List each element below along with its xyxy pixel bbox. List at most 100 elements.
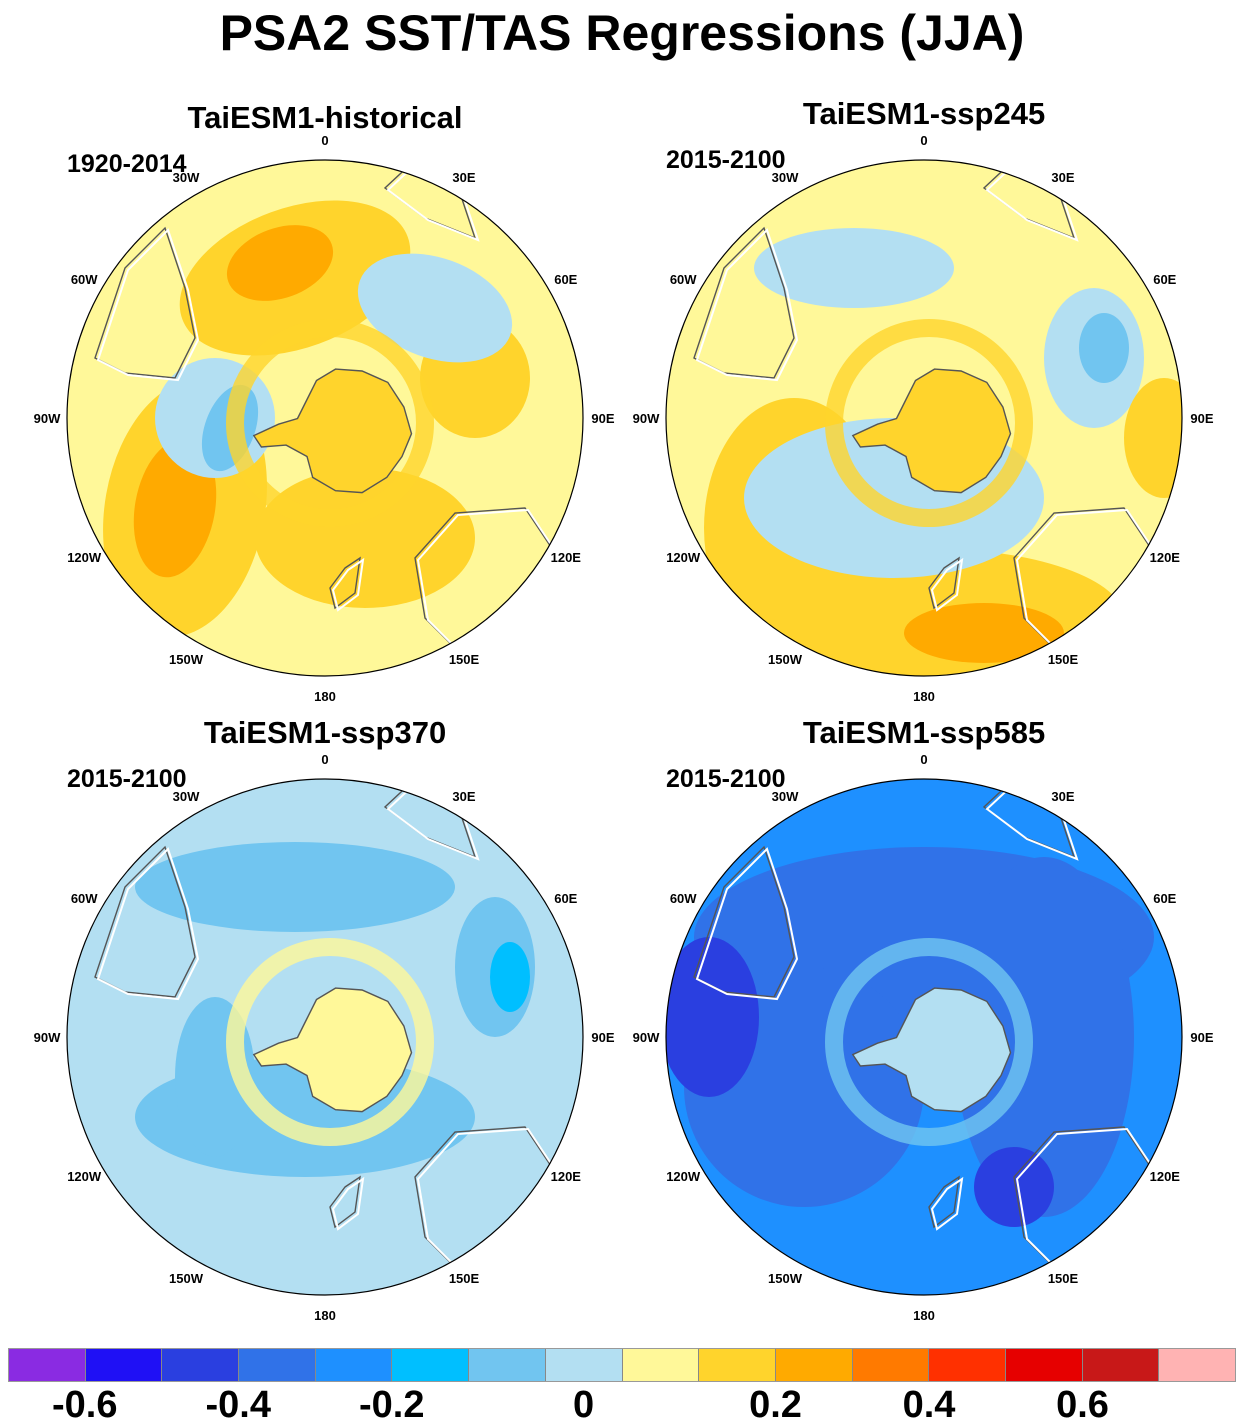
longitude-label: 30W (173, 789, 200, 804)
colorbar-tick-label: 0.4 (902, 1384, 956, 1426)
longitude-label: 30E (452, 789, 475, 804)
antarctica-outline (851, 987, 1012, 1113)
panel-title: TaiESM1-ssp245 (802, 96, 1046, 131)
polar-maps: 0 30E 60E 90E 120E 150E 180 150W 120W 90W 60W 30W 0 3… (34, 133, 1214, 1323)
new-zealand-coast-highlight (331, 1176, 365, 1231)
map-boundary (665, 159, 1183, 677)
colorbar-swatch (469, 1349, 546, 1381)
new-zealand-coast-highlight (930, 557, 964, 612)
colorbar-swatch (239, 1349, 316, 1381)
polar-map: 0 30E 60E 90E 120E 150E 180 150W 120W 90W 60W 30W (34, 133, 615, 704)
longitude-label: 180 (314, 1308, 336, 1323)
new-zealand-coast (928, 1175, 960, 1229)
field-contour (490, 942, 530, 1012)
longitude-label: 180 (314, 689, 336, 704)
south-america-coast-highlight (96, 847, 200, 1001)
colorbar-tick-label: 0 (573, 1384, 595, 1426)
longitude-label: 90W (34, 411, 61, 426)
colorbar-swatch (852, 1349, 930, 1381)
colorbar-swatch (1005, 1349, 1083, 1381)
colorbar-swatch (315, 1349, 393, 1381)
longitude-label: 90E (591, 411, 614, 426)
longitude-label: 0 (920, 133, 927, 148)
longitude-label: 0 (920, 752, 927, 767)
longitude-label: 120W (67, 550, 102, 565)
field-contour (1079, 313, 1129, 383)
colorbar-swatch (545, 1349, 623, 1381)
longitude-label: 90E (591, 1030, 614, 1045)
field-contour (135, 842, 455, 932)
south-america-coast (94, 845, 196, 998)
colorbar (8, 1348, 1236, 1382)
colorbar-tick-label: -0.4 (205, 1384, 271, 1426)
longitude-label: 60W (71, 891, 98, 906)
colorbar-swatch (622, 1349, 700, 1381)
panel-period: 2015-2100 (666, 146, 786, 174)
field-ring (825, 938, 1033, 1146)
longitude-label: 120W (666, 550, 701, 565)
antarctica-outline (252, 368, 413, 494)
field-contour (954, 857, 1134, 1217)
longitude-label: 120E (551, 550, 582, 565)
longitude-label: 0 (321, 133, 328, 148)
colorbar-swatch (162, 1349, 240, 1381)
longitude-label: 150W (768, 1271, 803, 1286)
panel-period: 1920-2014 (67, 150, 187, 178)
longitude-label: 120E (1150, 1169, 1181, 1184)
longitude-label: 90W (633, 411, 660, 426)
longitude-label: 120E (551, 1169, 582, 1184)
colorbar-tick-label: 0.6 (1056, 1384, 1109, 1426)
new-zealand-coast-highlight (331, 557, 365, 612)
colorbar-tick-label: 0.2 (749, 1384, 802, 1426)
colorbar-swatch (85, 1349, 163, 1381)
longitude-label: 30E (1051, 170, 1074, 185)
longitude-label: 60E (554, 891, 577, 906)
field-ring (226, 319, 434, 527)
longitude-label: 30E (452, 170, 475, 185)
panel-historical: TaiESM1-historical 1920-2014 (45, 100, 605, 700)
longitude-label: 0 (321, 752, 328, 767)
new-zealand-coast (928, 556, 960, 610)
panel-ssp585: TaiESM1-ssp585 2015-2100 (644, 715, 1204, 1315)
longitude-label: 30W (772, 789, 799, 804)
panel-title: TaiESM1-historical (187, 100, 463, 135)
colorbar-swatch (392, 1349, 470, 1381)
longitude-label: 180 (913, 689, 935, 704)
colorbar-swatch (699, 1349, 776, 1381)
longitude-label: 90E (1190, 1030, 1213, 1045)
longitude-label: 150E (449, 652, 480, 667)
south-america-coast-highlight (695, 228, 799, 382)
panel-title: TaiESM1-ssp585 (802, 715, 1046, 750)
south-america-coast (693, 226, 795, 379)
longitude-label: 90W (633, 1030, 660, 1045)
longitude-label: 60W (670, 272, 697, 287)
map-boundary (66, 159, 584, 677)
longitude-label: 30E (1051, 789, 1074, 804)
longitude-label: 150W (169, 652, 204, 667)
longitude-label: 120W (67, 1169, 102, 1184)
south-america-coast-highlight (96, 228, 200, 382)
field-contour (666, 937, 759, 1097)
figure-title: PSA2 SST/TAS Regressions (JJA) (219, 5, 1025, 61)
colorbar-swatch (1159, 1349, 1235, 1381)
longitude-label: 120W (666, 1169, 701, 1184)
longitude-label: 150W (768, 652, 803, 667)
longitude-label: 60E (1153, 891, 1176, 906)
colorbar-tick-label: -0.6 (52, 1384, 118, 1426)
south-america-coast (94, 226, 196, 379)
longitude-label: 30W (772, 170, 799, 185)
longitude-label: 30W (173, 170, 200, 185)
polar-map: 0 30E 60E 90E 120E 150E 180 150W 120W 90W 60W 30W (34, 752, 615, 1323)
colorbar-swatch (1082, 1349, 1160, 1381)
longitude-label: 150E (1048, 652, 1079, 667)
longitude-label: 60W (71, 272, 98, 287)
panel-title: TaiESM1-ssp370 (203, 715, 447, 750)
colorbar-tick-label: -0.2 (359, 1384, 425, 1426)
panel-ssp245: TaiESM1-ssp245 2015-2100 (644, 96, 1204, 696)
field-contour (974, 1147, 1054, 1227)
longitude-label: 60W (670, 891, 697, 906)
antarctica-outline (252, 987, 413, 1113)
colorbar-swatch (775, 1349, 853, 1381)
longitude-label: 150E (449, 1271, 480, 1286)
panel-ssp370: TaiESM1-ssp370 2015-2100 (45, 715, 605, 1315)
